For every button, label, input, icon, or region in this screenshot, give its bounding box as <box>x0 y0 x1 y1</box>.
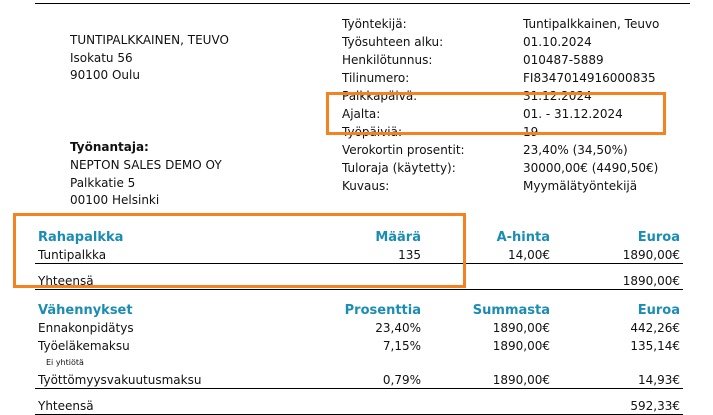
total-label: Yhteensä <box>38 399 94 413</box>
info-label: Kuvaus: <box>342 179 390 193</box>
employer-title: Työnantaja: <box>70 140 149 154</box>
cell: Työeläkemaksu <box>38 339 130 353</box>
info-value: 30000,00€ (4490,50€) <box>523 161 659 175</box>
column-header: Rahapalkka <box>38 230 124 245</box>
row-line <box>35 388 683 389</box>
info-label: Ajalta: <box>342 107 381 121</box>
info-label: Verokortin prosentit: <box>342 143 465 157</box>
employer-line: 00100 Helsinki <box>70 193 160 207</box>
info-value: 01.10.2024 <box>523 35 592 49</box>
cell: Työttömyysvakuutusmaksu <box>38 373 202 387</box>
total-label: Yhteensä <box>38 274 94 288</box>
cell: 23,40% <box>375 321 421 335</box>
info-label: Tilinumero: <box>342 71 410 85</box>
cell: Tuntipalkka <box>38 248 107 262</box>
address-line: Isokatu 56 <box>70 50 133 65</box>
employer-line: Palkkatie 5 <box>70 175 136 190</box>
column-header: Vähennykset <box>38 303 133 318</box>
cell: 1890,00€ <box>492 321 550 335</box>
note: Ei yhtiötä <box>46 358 84 367</box>
info-value: 01. - 31.12.2024 <box>523 107 623 121</box>
info-label: Työsuhteen alku: <box>342 35 444 49</box>
column-header: Summasta <box>472 303 550 318</box>
info-value: 23,40% (34,50%) <box>523 143 628 157</box>
highlight-box <box>13 213 466 288</box>
cell: 0,79% <box>382 373 421 387</box>
column-header: A-hinta <box>496 230 550 245</box>
address-line: TUNTIPALKKAINEN, TEUVO <box>70 33 229 47</box>
cell: 14,93€ <box>638 373 680 387</box>
cell: 1890,00€ <box>492 373 550 387</box>
column-header: Määrä <box>375 230 421 245</box>
total-value: 1890,00€ <box>622 274 680 288</box>
row-line <box>35 289 683 290</box>
cell: 442,26€ <box>630 321 680 335</box>
info-label: Henkilötunnus: <box>342 53 433 67</box>
cell: 1890,00€ <box>622 248 680 262</box>
column-header: Euroa <box>637 303 680 318</box>
total-value: 592,33€ <box>630 399 680 413</box>
highlight-box <box>326 92 666 135</box>
employer-line: NEPTON SALES DEMO OY <box>70 158 222 172</box>
column-header: Euroa <box>637 230 680 245</box>
info-value: Tuntipalkkainen, Teuvo <box>523 17 660 31</box>
cell: 1890,00€ <box>492 339 550 353</box>
cell: 135,14€ <box>630 339 680 353</box>
info-label: Tuloraja (käytetty): <box>342 161 456 175</box>
info-value: 010487-5889 <box>523 53 604 67</box>
row-line <box>35 263 683 264</box>
top-border <box>35 3 690 4</box>
column-header: Prosenttia <box>344 303 421 318</box>
info-value: Myymälätyöntekijä <box>523 179 638 193</box>
cell: Ennakonpidätys <box>38 321 134 335</box>
cell: 135 <box>398 248 421 262</box>
cell: 7,15% <box>382 339 421 353</box>
info-label: Työntekijä: <box>342 17 407 31</box>
address-line: 90100 Oulu <box>70 68 140 82</box>
info-value: FI8347014916000835 <box>523 71 656 85</box>
cell: 14,00€ <box>508 248 550 262</box>
